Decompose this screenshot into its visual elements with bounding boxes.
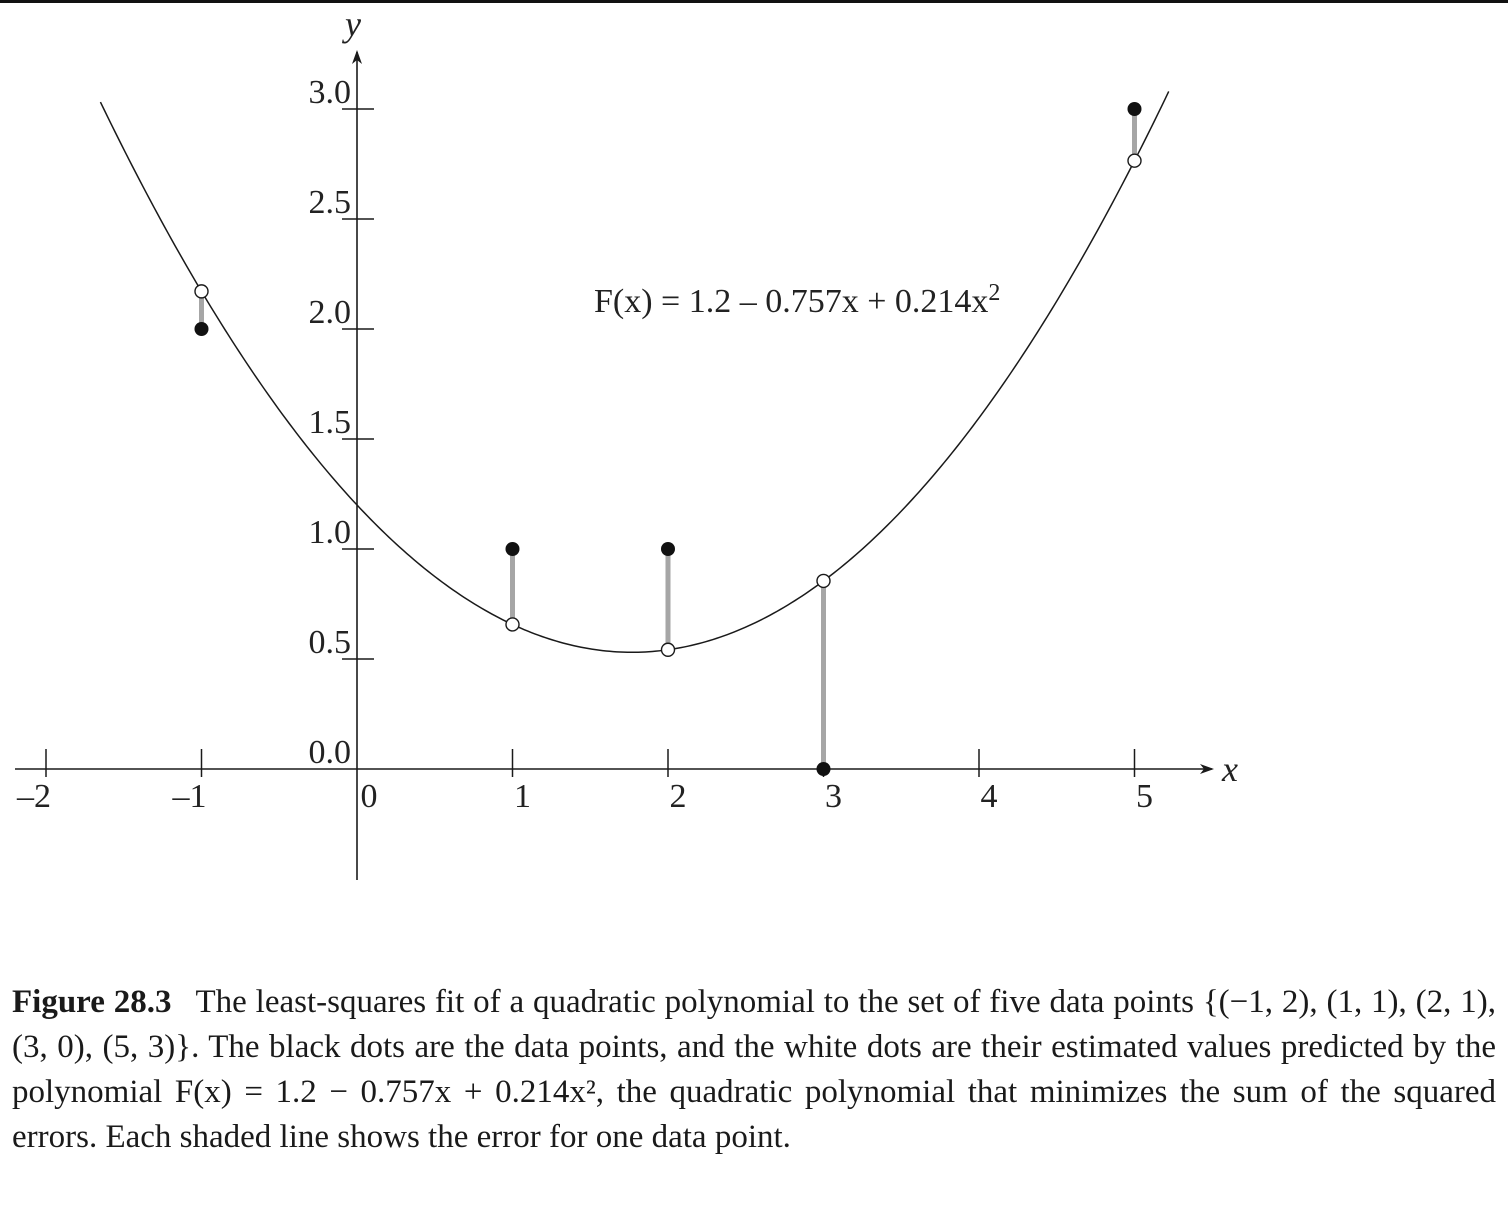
fitted-point [816,573,831,589]
x-axis-label: x [1221,749,1238,789]
caption-text: The least-squares fit of a quadratic pol… [12,984,1496,1155]
x-tick-label: 0 [361,778,378,815]
x-tick-label: 5 [1136,778,1153,815]
figure-caption: Figure 28.3 The least-squares fit of a qu… [12,980,1496,1160]
y-tick-label: 2.0 [309,294,352,331]
points [194,102,1142,776]
axes [15,50,1214,880]
y-tick-label: 1.0 [309,514,352,551]
equation-annotation: F(x) = 1.2 – 0.757x + 0.214x2 [594,280,1000,320]
x-tick-label: –2 [16,778,51,815]
data-point [1127,102,1142,116]
data-point [194,322,209,336]
data-point [661,542,675,556]
y-axis-label: y [342,4,361,44]
fitted-point [505,617,520,632]
data-point [816,762,831,776]
y-tick-label: 0.0 [309,734,352,771]
ticks [45,108,1136,777]
x-tick-label: 2 [670,778,687,815]
least-squares-plot: –2 –1 0 1 2 3 4 5 0.0 0.5 1.0 1.5 2.0 2.5 3.0 x y F(x) = … [15,4,1238,880]
x-tick-label: –1 [172,778,207,815]
y-tick-label: 1.5 [309,404,352,441]
y-tick-label: 2.5 [309,184,352,221]
fit-curve-layer [99,91,1170,654]
fitted-point [194,284,209,299]
top-rule [0,0,1508,3]
equation-exponent: 2 [988,280,1000,306]
caption-label: Figure 28.3 [12,984,172,1020]
labels: –2 –1 0 1 2 3 4 5 0.0 0.5 1.0 1.5 2.0 2.5 3.0 x y F(x) = … [16,4,1238,815]
fit-curve [99,91,1170,654]
data-point [505,542,520,556]
y-tick-label: 3.0 [309,74,352,111]
fitted-point [1127,153,1142,168]
x-tick-label: 1 [514,778,531,815]
fitted-point [660,642,676,657]
x-tick-label: 3 [825,778,842,815]
x-tick-label: 4 [981,778,998,815]
y-tick-label: 0.5 [309,624,352,661]
